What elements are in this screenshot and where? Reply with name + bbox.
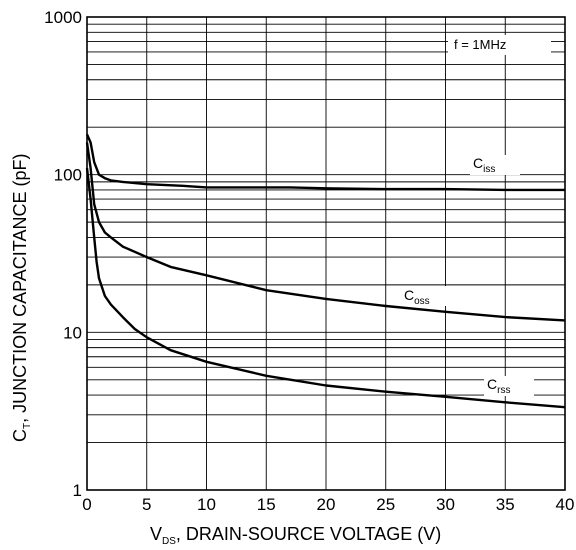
series-label-iss: Ciss [473,155,495,175]
y-tick-label: 1 [73,481,82,500]
plot-frame [86,16,566,491]
x-tick-label: 5 [142,495,151,514]
x-tick-label: 15 [257,495,276,514]
x-axis-title: VDS, DRAIN-SOURCE VOLTAGE (V) [150,524,441,547]
y-tick-label: 1000 [44,8,82,27]
y-tick-label: 100 [54,166,82,185]
iss-label-bg [470,155,520,175]
series-line-iss [85,133,565,192]
y-tick-label: 10 [63,323,82,342]
tick-labels: 0 5 10 15 20 25 30 35 40 1 10 100 1000 [44,8,574,514]
y-axis-title: CT, JUNCTION CAPACITANCE (pF) [10,154,33,442]
frequency-annotation: f = 1MHz [454,37,506,52]
x-tick-label: 40 [556,495,575,514]
annotation-box [448,35,551,55]
x-tick-label: 35 [496,495,515,514]
curves [85,133,566,409]
x-tick-label: 0 [82,495,91,514]
rss-label-bg [484,376,534,396]
oss-label-bg [400,286,446,306]
series-label-oss: Coss [404,287,430,307]
series-line-rss [85,167,566,409]
x-tick-label: 25 [376,495,395,514]
series-label-rss: Crss [487,376,510,396]
x-tick-label: 10 [197,495,216,514]
x-tick-label: 30 [436,495,455,514]
x-tick-label: 20 [317,495,336,514]
series-line-oss [85,142,566,322]
